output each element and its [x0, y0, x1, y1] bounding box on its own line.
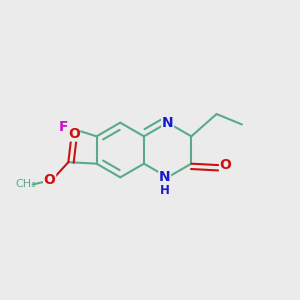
Text: O: O	[220, 158, 231, 172]
Text: CH₃: CH₃	[15, 179, 36, 190]
Text: O: O	[44, 173, 56, 187]
Text: H: H	[160, 184, 170, 197]
Text: O: O	[68, 127, 80, 141]
Text: N: N	[162, 116, 173, 130]
Text: F: F	[58, 120, 68, 134]
Text: N: N	[159, 170, 170, 184]
